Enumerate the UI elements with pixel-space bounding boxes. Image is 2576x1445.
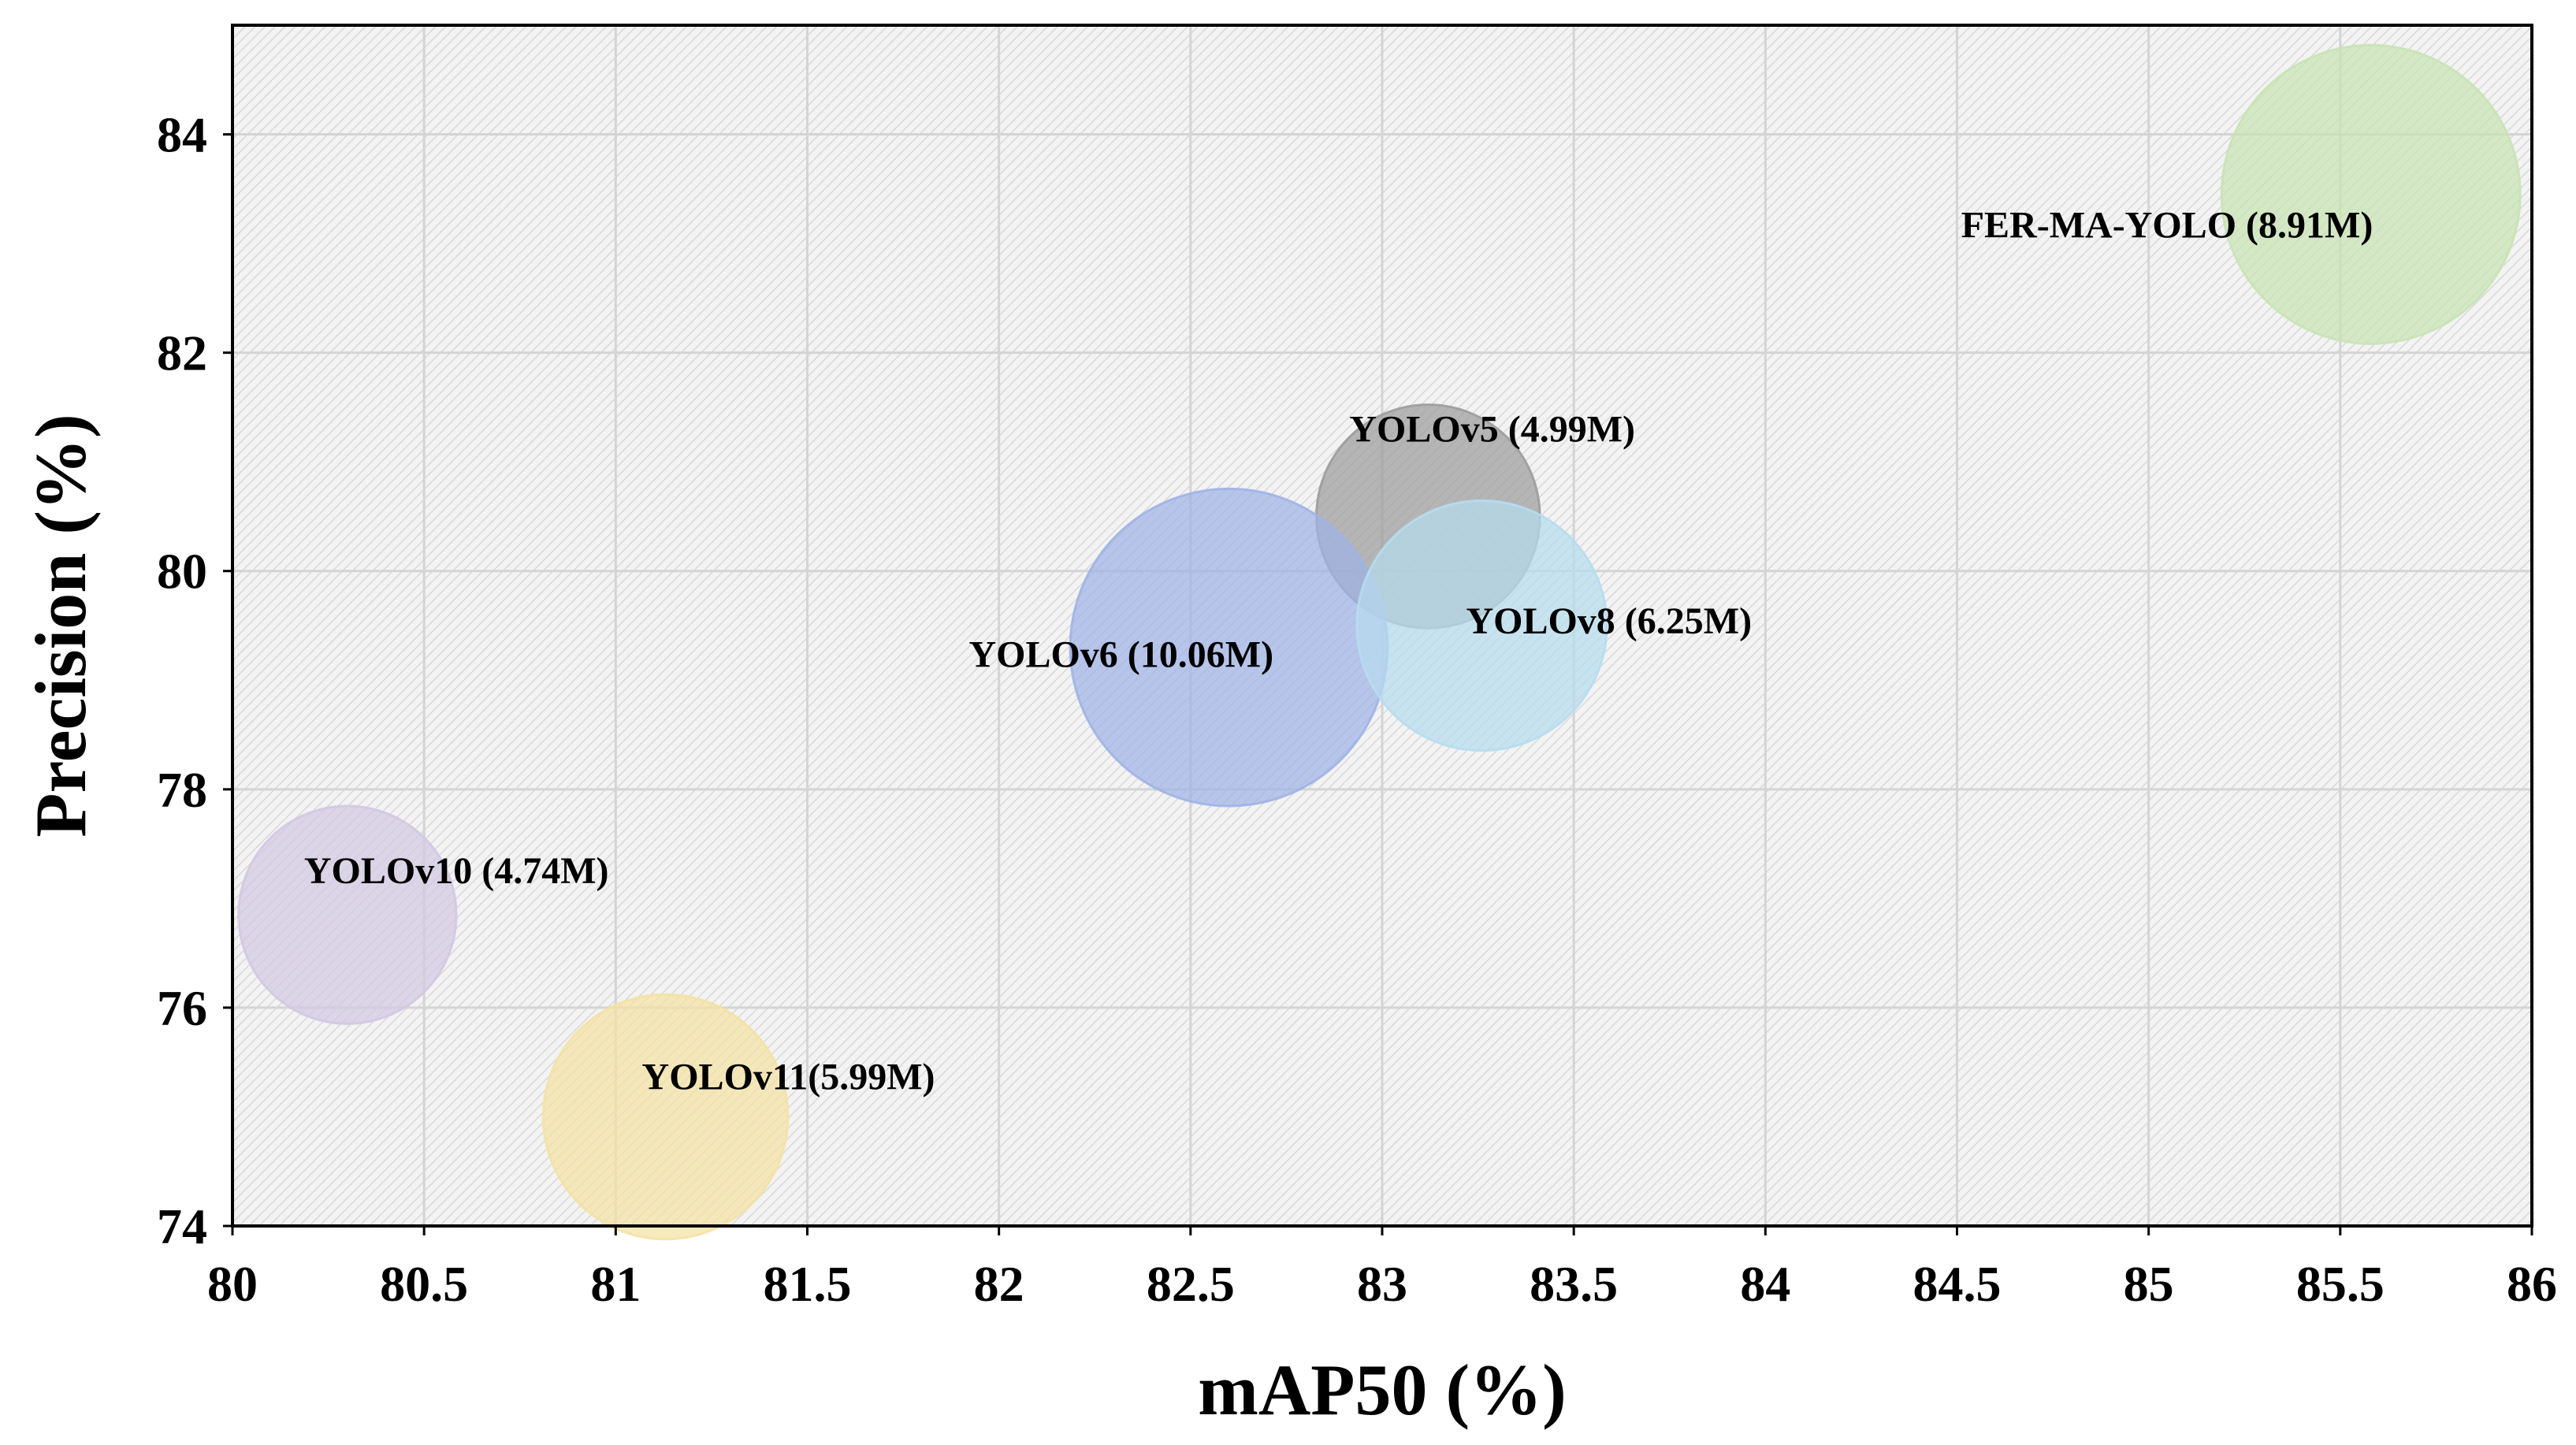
x-tick-label: 82: [974, 1256, 1024, 1312]
x-tick-label: 84.5: [1913, 1256, 2002, 1312]
y-tick-label: 84: [157, 107, 207, 163]
bubbles: [237, 43, 2522, 1241]
bubble-yolov8: [1355, 499, 1608, 752]
x-tick-label: 80: [207, 1256, 258, 1312]
x-tick-label: 86: [2507, 1256, 2557, 1312]
y-axis-title: Precision (%): [20, 414, 101, 837]
x-tick-label: 82.5: [1147, 1256, 1235, 1312]
y-tick-label: 76: [157, 980, 207, 1036]
x-tick-label: 83: [1357, 1256, 1407, 1312]
y-tick-label: 82: [157, 325, 207, 381]
bubble-fer-ma-yolo: [2220, 43, 2522, 345]
bubble-yolov11: [541, 993, 790, 1241]
bubble-label-yolov8: YOLOv8 (6.25M): [1466, 600, 1752, 642]
y-tick-label: 74: [157, 1198, 207, 1254]
x-tick-label: 83.5: [1530, 1256, 1618, 1312]
bubble-label-yolov6: YOLOv6 (10.06M): [968, 634, 1273, 676]
bubble-label-fer-ma-yolo: FER-MA-YOLO (8.91M): [1961, 205, 2373, 247]
bubble-label-yolov5: YOLOv5 (4.99M): [1349, 408, 1635, 450]
x-tick-label: 85: [2124, 1256, 2174, 1312]
y-tick-label: 78: [157, 762, 207, 818]
bubble-yolov10: [237, 804, 458, 1025]
bubble-labels: YOLOv5 (4.99M) YOLOv6 (10.06M) YOLOv8 (6.2…: [304, 205, 2373, 1098]
x-tick-label: 80.5: [380, 1256, 468, 1312]
bubble-label-yolov10: YOLOv10 (4.74M): [304, 850, 609, 892]
x-tick-label: 84: [1740, 1256, 1790, 1312]
axis-ticks: 80 80.5 81 81.5 82 82.5 83 83.5 84 84.5 85 85.5 86 74…: [157, 107, 2557, 1312]
y-tick-label: 80: [157, 544, 207, 600]
x-tick-label: 81.5: [764, 1256, 852, 1312]
bubble-label-yolov11: YOLOv11(5.99M): [642, 1056, 935, 1098]
x-tick-label: 81: [590, 1256, 641, 1312]
x-axis-title: mAP50 (%): [1198, 1350, 1567, 1430]
x-tick-label: 85.5: [2296, 1256, 2385, 1312]
